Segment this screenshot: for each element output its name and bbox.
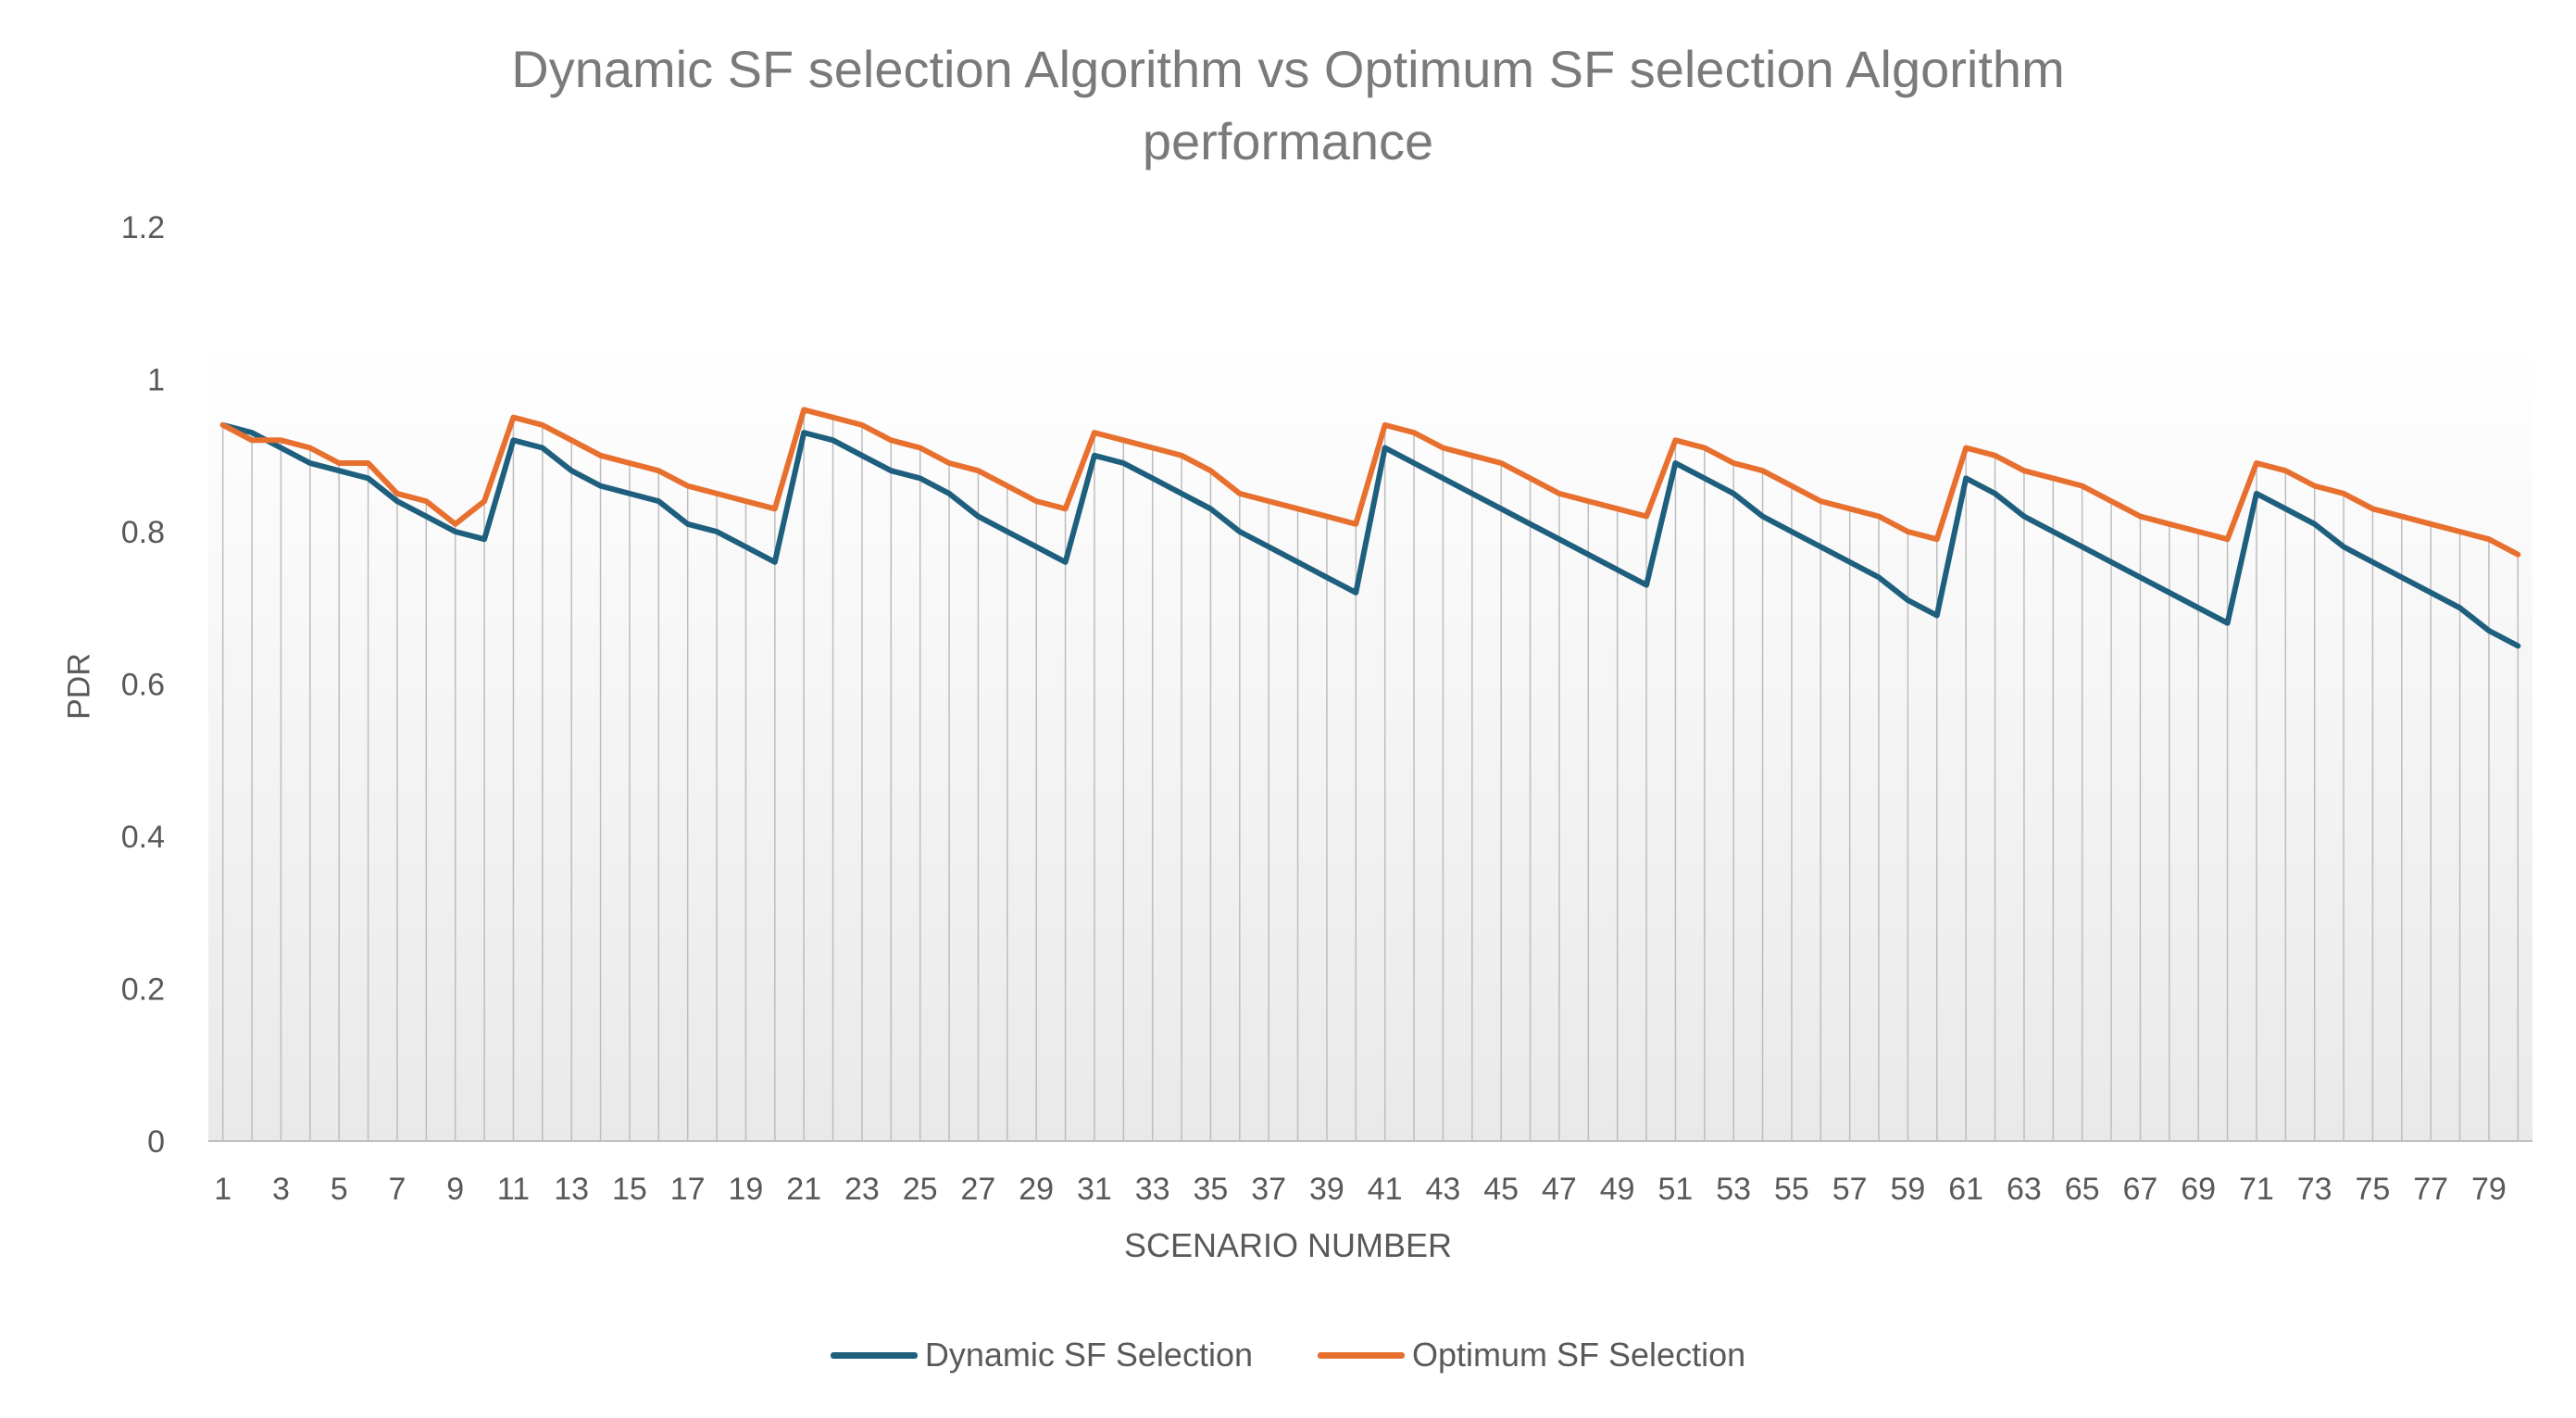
x-tick-label: 77 — [2413, 1172, 2448, 1207]
x-tick-label: 75 — [2356, 1172, 2391, 1207]
x-tick-label: 79 — [2471, 1172, 2507, 1207]
y-tick-label: 1.2 — [121, 210, 165, 245]
y-tick-label: 0.6 — [121, 668, 165, 703]
x-tick-label: 41 — [1368, 1172, 1403, 1207]
y-tick-label: 0.8 — [121, 515, 165, 550]
legend-item-optimum[interactable]: Optimum SF Selection — [1318, 1336, 1745, 1374]
y-tick-label: 0 — [147, 1124, 165, 1160]
legend-item-dynamic[interactable]: Dynamic SF Selection — [830, 1336, 1253, 1374]
x-tick-label: 59 — [1891, 1172, 1926, 1207]
x-axis-label: SCENARIO NUMBER — [1123, 1226, 1453, 1264]
x-tick-label: 19 — [729, 1172, 764, 1207]
x-tick-label: 17 — [670, 1172, 706, 1207]
x-tick-label: 63 — [2007, 1172, 2042, 1207]
y-tick-label: 0.4 — [121, 820, 165, 855]
x-tick-label: 37 — [1251, 1172, 1286, 1207]
x-tick-label: 65 — [2065, 1172, 2100, 1207]
x-tick-label: 3 — [272, 1172, 290, 1207]
x-tick-label: 1 — [214, 1172, 231, 1207]
x-tick-label: 49 — [1600, 1172, 1635, 1207]
x-tick-label: 15 — [612, 1172, 647, 1207]
drop-lines — [221, 409, 2520, 1141]
series-line-dynamic — [219, 421, 2521, 649]
x-tick-label: 21 — [786, 1172, 821, 1207]
x-tick-label: 7 — [388, 1172, 406, 1207]
x-tick-label: 55 — [1774, 1172, 1809, 1207]
x-tick-label: 57 — [1832, 1172, 1868, 1207]
chart-title: Dynamic SF selection Algorithm vs Optimu… — [0, 33, 2576, 178]
x-tick-label: 47 — [1542, 1172, 1577, 1207]
x-tick-label: 33 — [1135, 1172, 1170, 1207]
x-tick-label: 5 — [331, 1172, 348, 1207]
legend-label-dynamic: Dynamic SF Selection — [924, 1336, 1253, 1374]
series-line-optimum — [219, 407, 2521, 558]
x-tick-label: 27 — [961, 1172, 996, 1207]
x-tick-label: 35 — [1194, 1172, 1229, 1207]
x-tick-label: 13 — [554, 1172, 589, 1207]
x-tick-label: 67 — [2123, 1172, 2158, 1207]
x-tick-label: 25 — [903, 1172, 938, 1207]
x-tick-label: 73 — [2297, 1172, 2332, 1207]
x-tick-label: 39 — [1309, 1172, 1344, 1207]
chart-title-line-2: performance — [1142, 112, 1434, 170]
y-axis-ticks: 0 0.2 0.4 0.6 0.8 1 1.2 — [121, 210, 165, 1160]
x-tick-label: 43 — [1426, 1172, 1461, 1207]
x-axis-ticks: 1 3 5 7 9 11 13 15 17 19 21 23 25 27 29 31 33 35 37 39 41 43 4… — [214, 1172, 2507, 1207]
series-lines — [219, 407, 2521, 649]
x-tick-label: 69 — [2181, 1172, 2216, 1207]
x-tick-label: 31 — [1077, 1172, 1112, 1207]
x-tick-label: 71 — [2239, 1172, 2274, 1207]
x-tick-label: 53 — [1716, 1172, 1751, 1207]
x-tick-label: 45 — [1483, 1172, 1519, 1207]
y-tick-label: 1 — [147, 363, 165, 398]
y-tick-label: 0.2 — [121, 973, 165, 1008]
legend-swatch-dynamic — [830, 1351, 918, 1359]
x-tick-label: 29 — [1019, 1172, 1054, 1207]
x-tick-label: 61 — [1948, 1172, 1983, 1207]
legend-swatch-optimum — [1318, 1351, 1405, 1359]
x-tick-label: 11 — [497, 1172, 530, 1207]
x-tick-label: 23 — [844, 1172, 880, 1207]
x-tick-label: 9 — [446, 1172, 464, 1207]
x-tick-label: 51 — [1658, 1172, 1694, 1207]
legend: Dynamic SF Selection Optimum SF Selectio… — [0, 1336, 2576, 1374]
chart-title-line-1: Dynamic SF selection Algorithm vs Optimu… — [511, 40, 2065, 98]
legend-label-optimum: Optimum SF Selection — [1412, 1336, 1746, 1374]
